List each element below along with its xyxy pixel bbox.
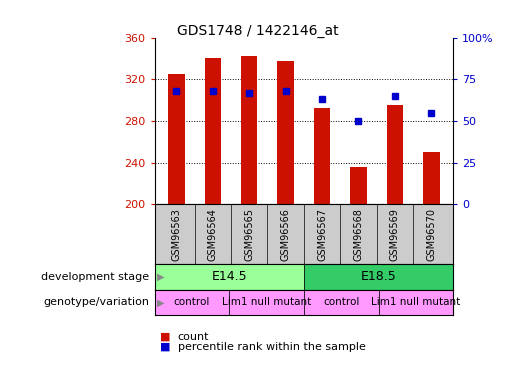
Text: control: control — [323, 297, 359, 307]
Text: Lim1 null mutant: Lim1 null mutant — [371, 297, 460, 307]
Text: GSM96565: GSM96565 — [244, 208, 254, 261]
Bar — [350, 167, 367, 204]
Bar — [304, 264, 453, 290]
Bar — [387, 105, 403, 204]
Text: GSM96566: GSM96566 — [281, 208, 290, 261]
Text: E18.5: E18.5 — [360, 270, 397, 284]
Text: count: count — [178, 332, 209, 342]
Text: GSM96563: GSM96563 — [171, 208, 181, 261]
Text: Lim1 null mutant: Lim1 null mutant — [222, 297, 311, 307]
Text: genotype/variation: genotype/variation — [43, 297, 149, 307]
Text: development stage: development stage — [41, 272, 149, 282]
Bar — [168, 74, 184, 204]
Bar — [154, 290, 229, 315]
Text: GSM96569: GSM96569 — [390, 208, 400, 261]
Text: E14.5: E14.5 — [211, 270, 247, 284]
Text: GSM96567: GSM96567 — [317, 208, 327, 261]
Text: control: control — [174, 297, 210, 307]
Text: percentile rank within the sample: percentile rank within the sample — [178, 342, 366, 352]
Bar — [379, 290, 453, 315]
Bar — [204, 58, 221, 204]
Bar — [241, 56, 258, 204]
Bar — [423, 152, 439, 204]
Text: ▶: ▶ — [157, 297, 165, 307]
Bar — [229, 290, 304, 315]
Bar — [154, 264, 304, 290]
Text: GSM96568: GSM96568 — [353, 208, 364, 261]
Bar — [278, 62, 294, 204]
Text: GSM96570: GSM96570 — [426, 208, 436, 261]
Bar — [304, 290, 379, 315]
Text: ▶: ▶ — [157, 272, 165, 282]
Text: ■: ■ — [160, 342, 170, 352]
Text: ■: ■ — [160, 332, 170, 342]
Text: GSM96564: GSM96564 — [208, 208, 218, 261]
Bar — [314, 108, 330, 204]
Text: GDS1748 / 1422146_at: GDS1748 / 1422146_at — [177, 24, 338, 38]
